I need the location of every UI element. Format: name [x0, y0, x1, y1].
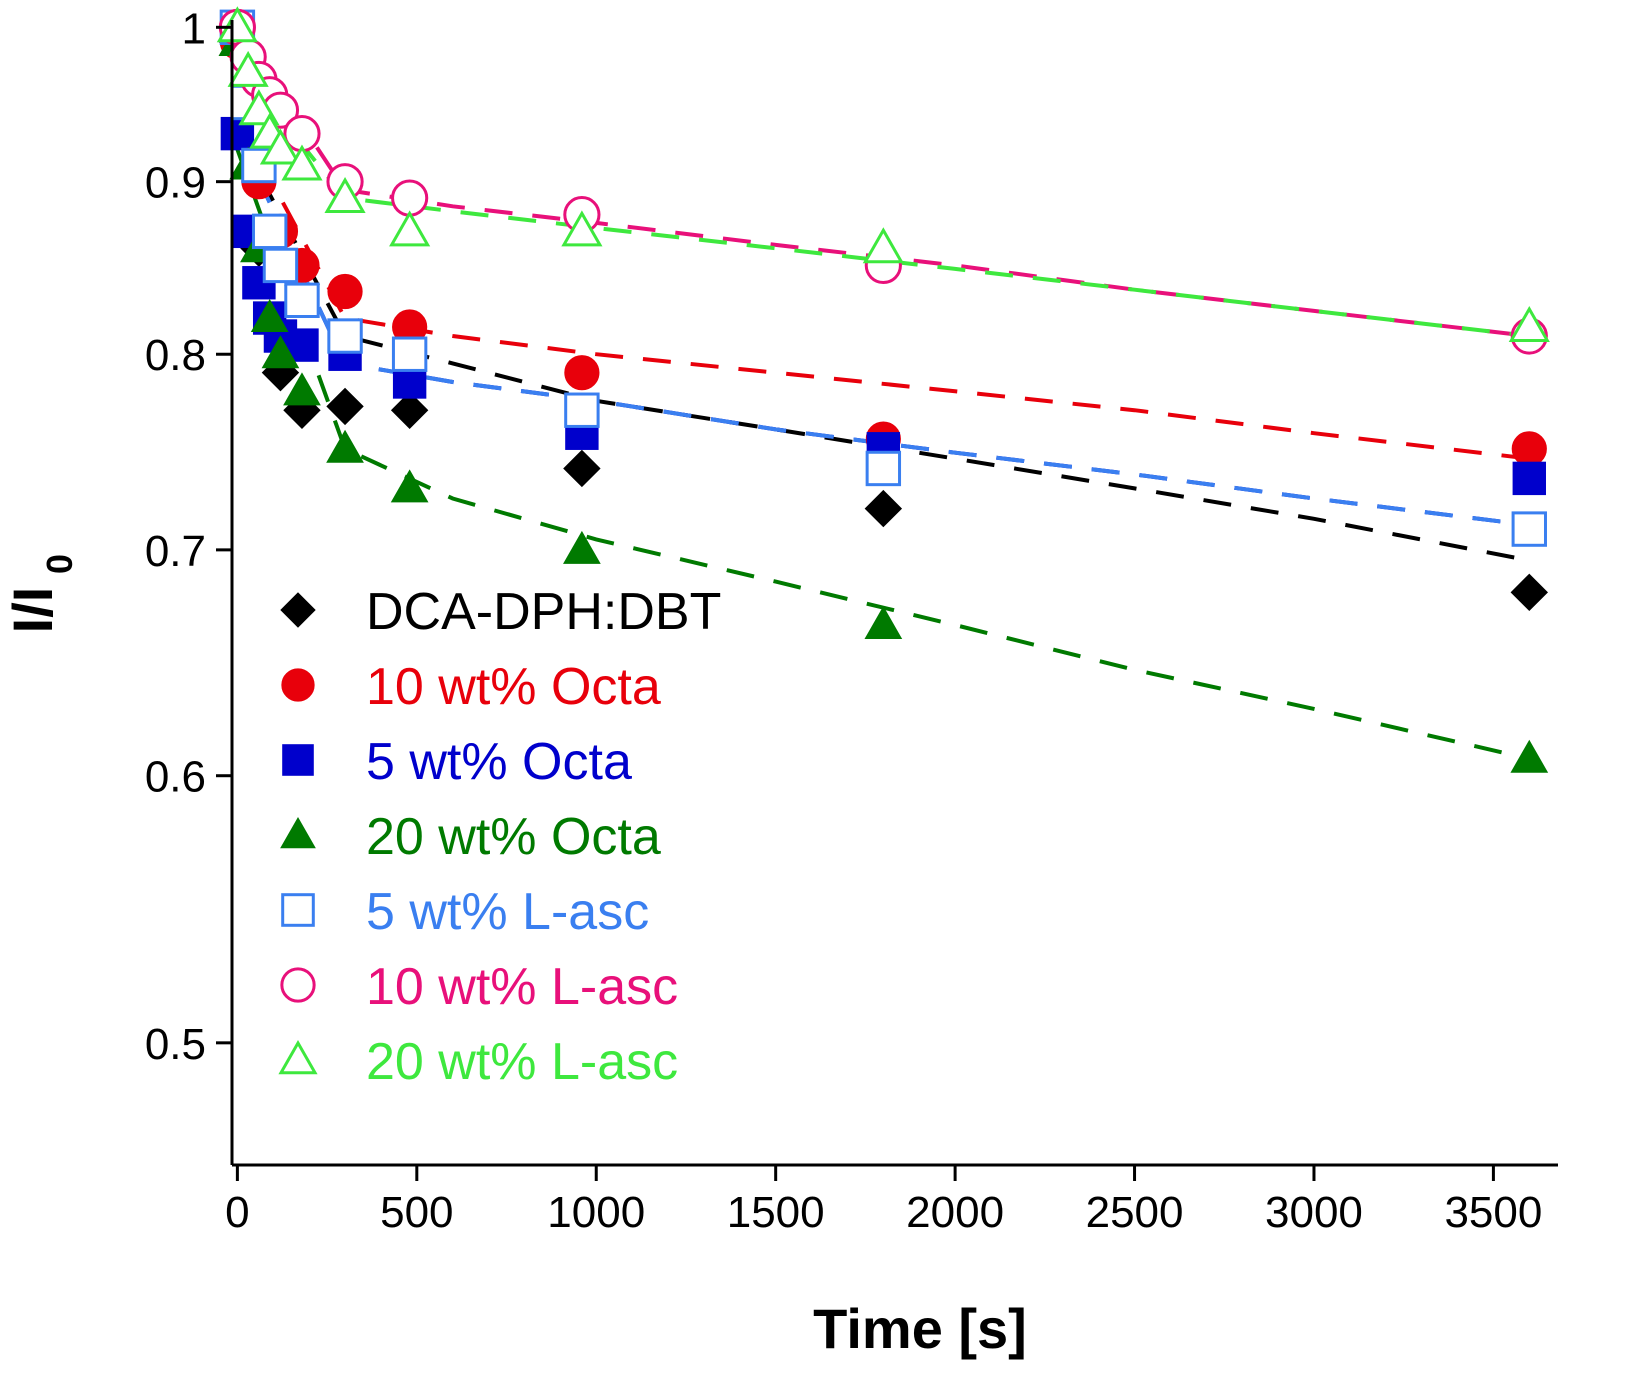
data-point: [1510, 739, 1549, 773]
legend-item-4: 20 wt% Octa: [280, 808, 661, 866]
data-point: [564, 355, 600, 391]
data-point: [389, 210, 431, 247]
legend-marker: [278, 1039, 318, 1075]
legend-item-7: 20 wt% L-asc: [278, 1033, 678, 1091]
x-tick-label: 2500: [1086, 1188, 1184, 1237]
data-point: [227, 50, 269, 87]
y-axis-title-main: I/I: [1, 587, 64, 634]
data-point: [391, 179, 429, 217]
data-point: [281, 144, 323, 181]
y-axis-title-subscript: 0: [39, 554, 80, 574]
plot-area: [216, 6, 1550, 773]
legend-item-1: DCA-DPH:DBT: [280, 583, 721, 641]
legend-item-3: 5 wt% Octa: [282, 733, 632, 791]
data-point: [1508, 305, 1550, 343]
y-axis-title: I/I 0: [1, 554, 80, 633]
data-point: [326, 429, 364, 463]
data-point: [262, 247, 299, 284]
x-axis-title: Time [s]: [813, 1297, 1027, 1360]
fit-line-5: [235, 132, 1530, 527]
data-point: [561, 210, 603, 247]
data-point: [563, 530, 601, 564]
data-point: [390, 469, 429, 503]
legend-marker: [280, 592, 316, 628]
y-tick-label: 0.6: [145, 753, 206, 802]
fit-line-2: [235, 117, 1530, 461]
data-point: [391, 336, 428, 372]
y-tick-label: 0.8: [145, 331, 206, 380]
x-tick-label: 1500: [727, 1188, 825, 1237]
series-7: [216, 6, 1550, 343]
legend-label: 10 wt% L-asc: [366, 958, 678, 1016]
fit-line-4: [235, 148, 1530, 761]
legend-label: 5 wt% Octa: [366, 733, 632, 791]
x-tick-label: 3000: [1265, 1188, 1363, 1237]
legend: DCA-DPH:DBT 10 wt% Octa 5 wt% Octa 20 wt% O…: [278, 583, 721, 1091]
fit-line-7: [235, 63, 1530, 338]
data-point: [1512, 461, 1546, 496]
legend-marker: [280, 816, 316, 849]
legend-label: 20 wt% L-asc: [366, 1033, 678, 1091]
legend-label: 20 wt% Octa: [366, 808, 661, 866]
legend-item-2: 10 wt% Octa: [281, 658, 661, 716]
axes: 0 500 1000 1500 2000 2500 3000 3500 0.5 0.6 0.7 0.8…: [145, 4, 1558, 1237]
y-tick-label: 1: [182, 4, 206, 53]
legend-marker: [280, 967, 316, 1003]
x-tick-label: 0: [225, 1188, 249, 1237]
data-point: [1511, 511, 1547, 547]
legend-item-6: 10 wt% L-asc: [280, 958, 678, 1016]
x-tick-label: 3500: [1444, 1188, 1542, 1237]
data-point: [283, 372, 321, 406]
data-point: [864, 606, 903, 640]
data-point: [1511, 431, 1547, 467]
data-point: [241, 147, 277, 184]
y-tick-label: 0.5: [145, 1020, 206, 1069]
legend-marker: [282, 744, 314, 776]
x-tick-label: 2000: [906, 1188, 1004, 1237]
data-point: [250, 299, 289, 333]
data-point: [563, 449, 601, 488]
data-point: [862, 227, 904, 264]
legend-label: DCA-DPH:DBT: [366, 583, 721, 641]
data-point: [1510, 573, 1548, 612]
fit-line-6: [235, 26, 1530, 338]
data-point: [390, 391, 429, 429]
data-point: [564, 392, 600, 428]
fit-line-1: [235, 132, 1530, 563]
data-point: [261, 335, 300, 369]
data-point: [284, 282, 320, 318]
data-point: [327, 273, 363, 310]
x-tick-label: 1000: [547, 1188, 645, 1237]
legend-marker: [281, 668, 315, 702]
data-point: [259, 128, 302, 165]
y-tick-label: 0.7: [145, 527, 206, 576]
legend-label: 5 wt% L-asc: [366, 883, 649, 941]
legend-label: 10 wt% Octa: [366, 658, 661, 716]
data-point: [865, 450, 902, 487]
data-point: [324, 177, 366, 214]
data-point: [326, 387, 364, 426]
data-point: [251, 213, 288, 250]
data-point: [864, 489, 903, 528]
x-tick-label: 500: [380, 1188, 453, 1237]
legend-marker: [281, 893, 315, 927]
data-point: [216, 6, 258, 43]
legend-item-5: 5 wt% L-asc: [281, 883, 649, 941]
y-tick-label: 0.9: [145, 159, 206, 208]
data-point: [327, 318, 363, 354]
